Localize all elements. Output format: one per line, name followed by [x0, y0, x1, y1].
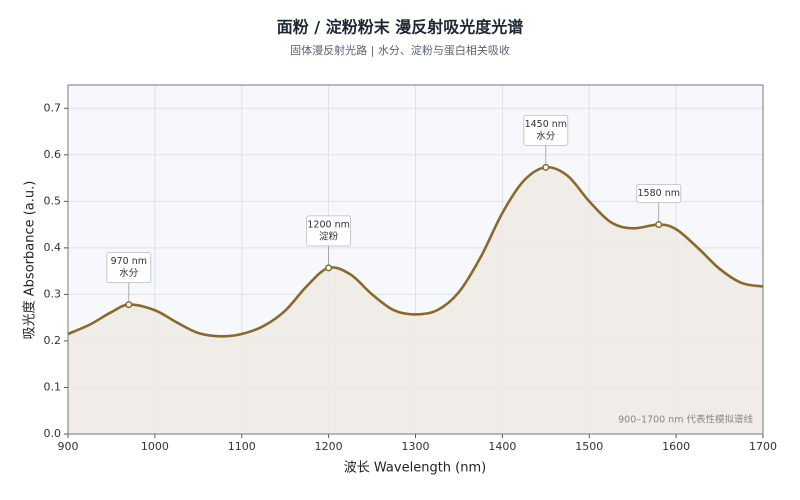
line [67, 165, 764, 338]
chart-note: 900–1700 nm 代表性模拟谱线 [618, 414, 753, 426]
peak-marker [125, 301, 133, 309]
y-axis-label: 吸光度 Absorbance (a.u.) [22, 181, 38, 340]
peak-marker [325, 264, 333, 272]
y-tick-label: 0.7 [44, 101, 62, 114]
x-tick-label: 1100 [228, 440, 256, 453]
x-tick-label: 900 [58, 440, 79, 453]
chart-title: 面粉 / 淀粉粉末 漫反射吸光度光谱 [277, 18, 524, 37]
plot-frame [67, 84, 764, 435]
annotation-text: 水分 [119, 267, 139, 279]
chart-subtitle: 固体漫反射光路 | 水分、淀粉与蛋白相关吸收 [290, 43, 510, 57]
peak-marker [655, 221, 663, 229]
x-tick-label: 1300 [402, 440, 430, 453]
x-tick-label: 1600 [662, 440, 690, 453]
x-tick-label: 1000 [141, 440, 169, 453]
y-tick-label: 0.6 [44, 148, 62, 161]
annotation-text: 淀粉 [319, 230, 339, 242]
annotation-box [306, 215, 352, 247]
y-tick-label: 0.2 [44, 334, 62, 347]
annotation-text: 1580 nm [638, 188, 680, 199]
annotation-text: 1200 nm [307, 219, 349, 230]
peak-marker [542, 163, 550, 171]
y-tick-label: 0.3 [44, 287, 62, 300]
area [68, 167, 763, 435]
annotation-text: 水分 [536, 130, 556, 142]
annotation-box [636, 184, 682, 204]
annotation-text: 970 nm [111, 256, 147, 267]
y-tick-label: 0.4 [44, 241, 62, 254]
y-tick-label: 0.0 [44, 427, 62, 440]
annotation-text: 1450 nm [525, 119, 567, 130]
annotation-box [523, 114, 569, 146]
annotation-box [106, 252, 152, 284]
x-tick-label: 1200 [315, 440, 343, 453]
x-axis-label: 波长 Wavelength (nm) [344, 461, 486, 476]
y-tick-label: 0.5 [44, 194, 62, 207]
x-tick-label: 1500 [575, 440, 603, 453]
x-tick-label: 1400 [488, 440, 516, 453]
y-tick-label: 0.1 [44, 380, 62, 393]
x-tick-label: 1700 [749, 440, 777, 453]
